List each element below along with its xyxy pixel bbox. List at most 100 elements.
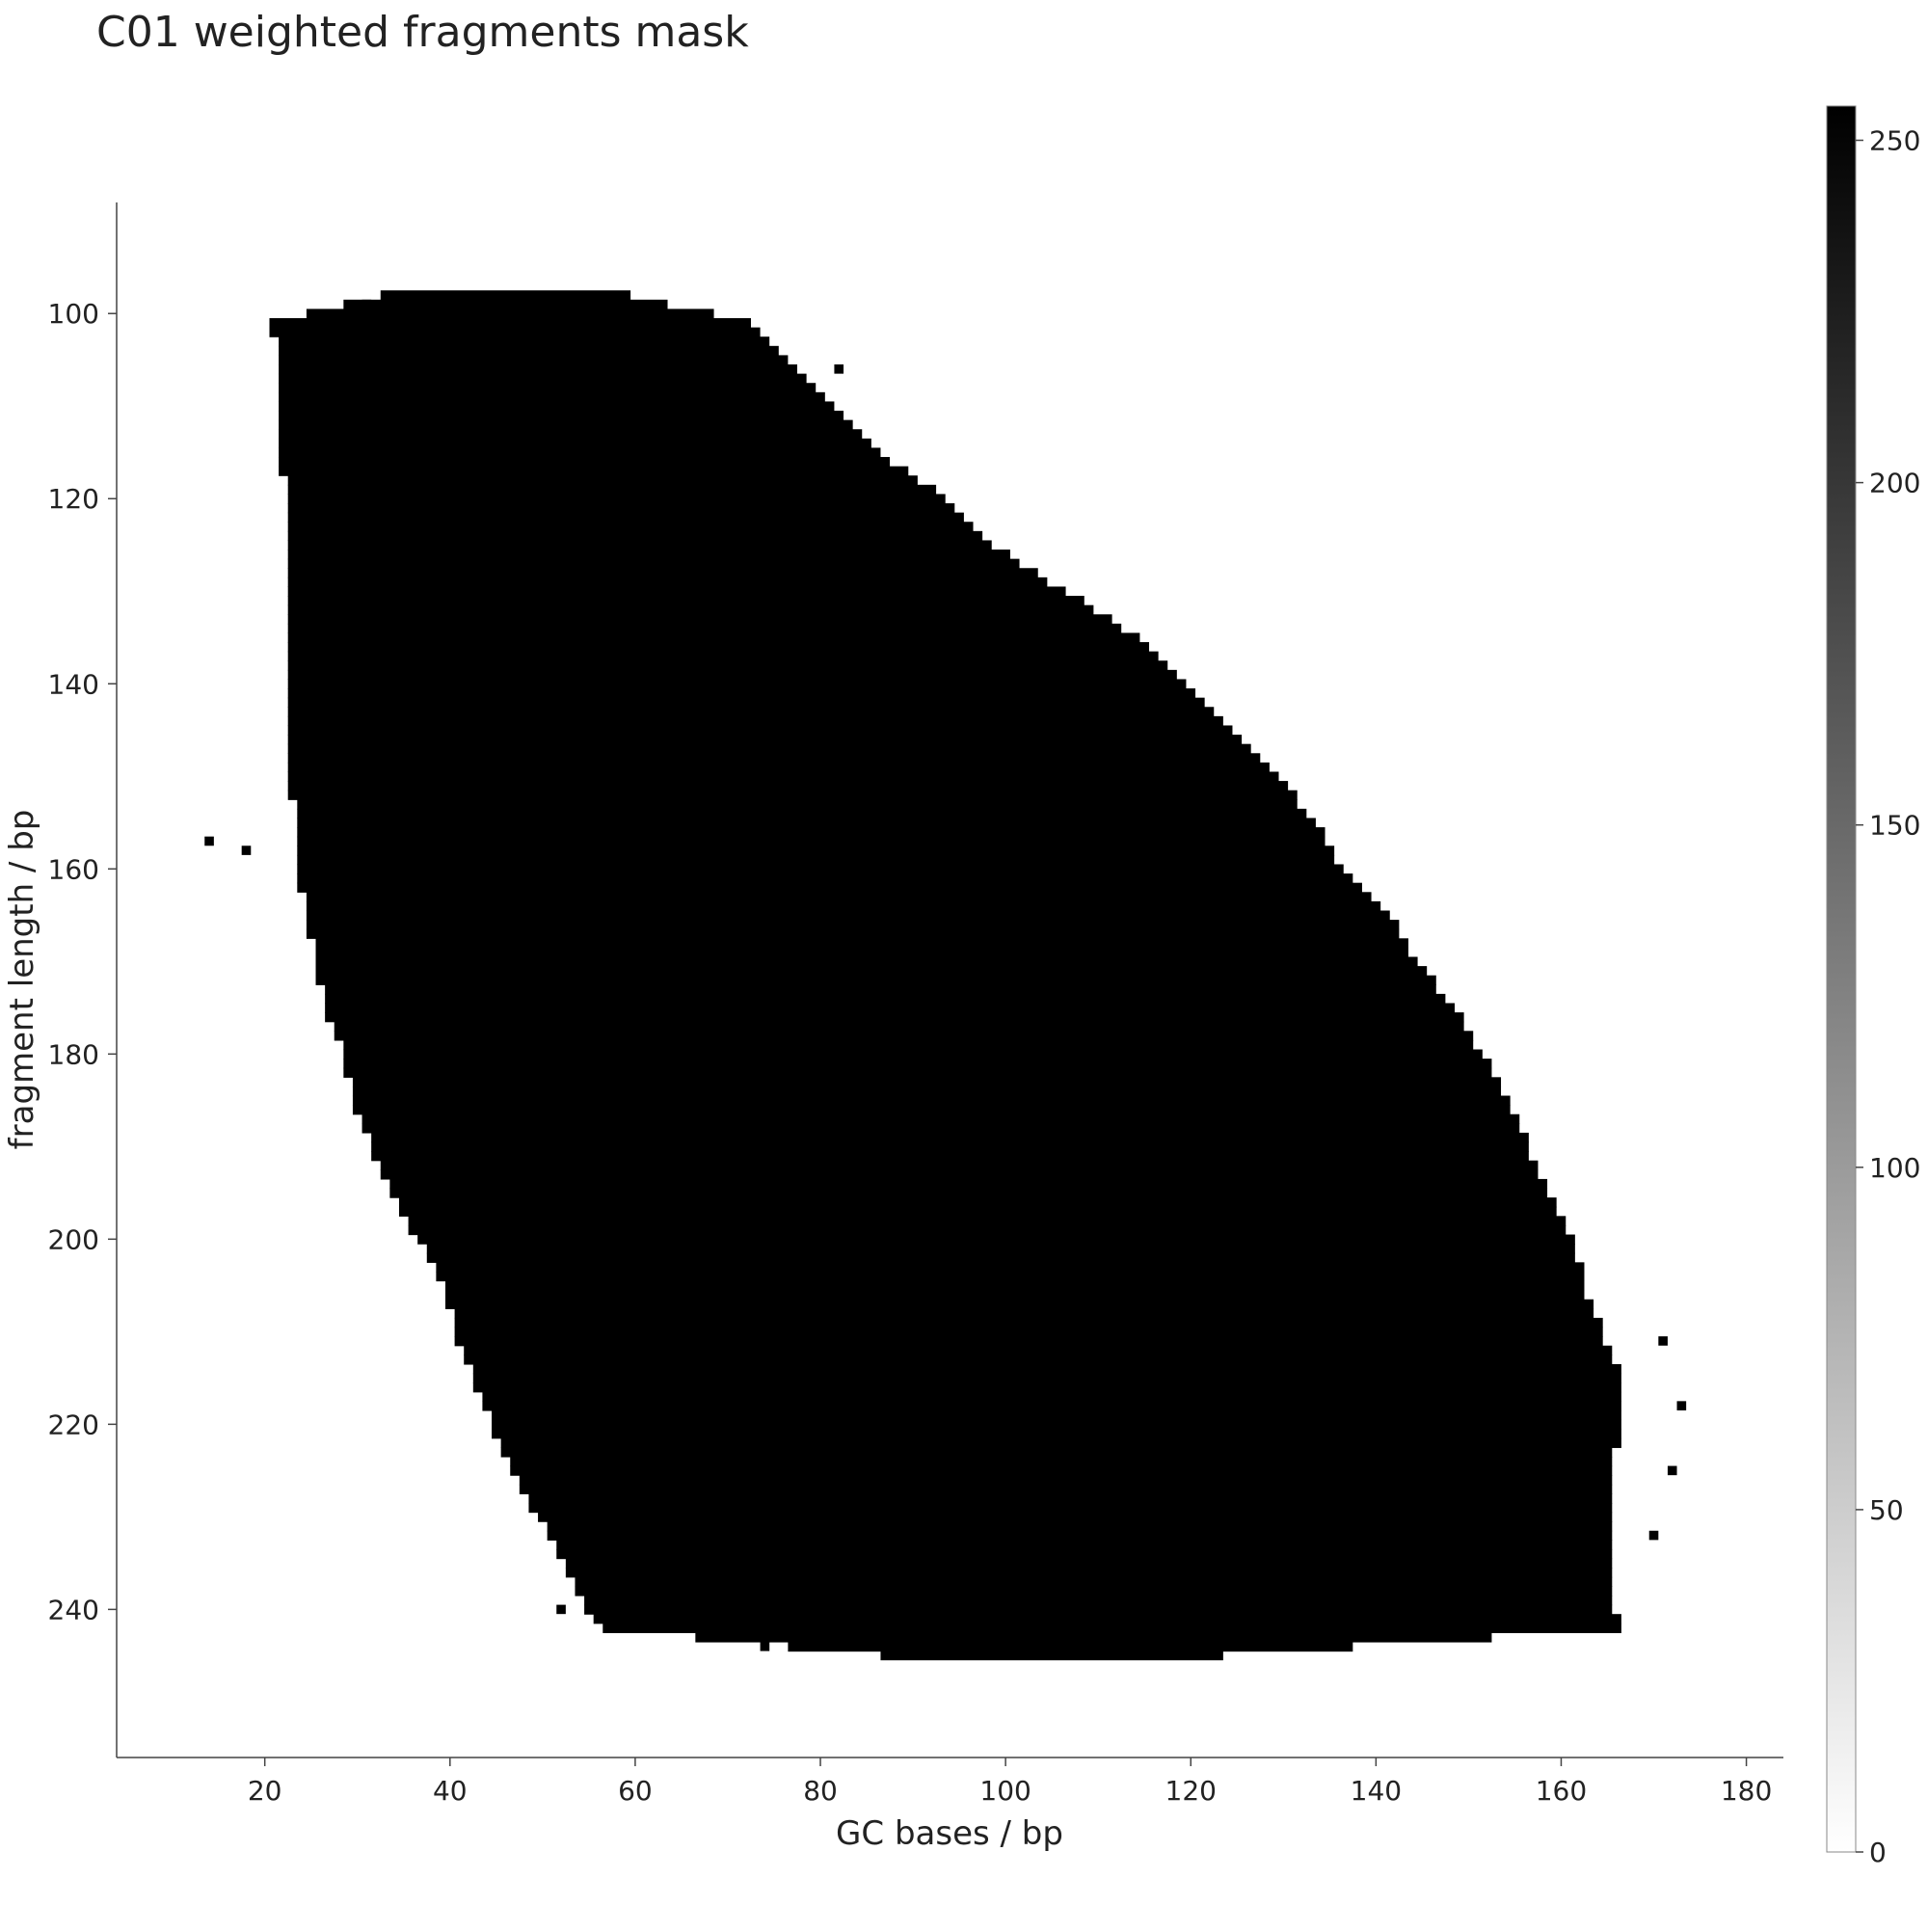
mask-row — [287, 790, 1298, 800]
mask-row — [287, 707, 1215, 717]
x-tick-label: 160 — [1536, 1775, 1587, 1807]
mask-row — [343, 1049, 1483, 1060]
mask-row — [287, 530, 983, 542]
mask-row — [389, 1188, 1548, 1198]
mask-row — [343, 1059, 1492, 1069]
mask-row — [279, 466, 909, 476]
mask-row — [287, 540, 992, 550]
mask-row — [297, 845, 1335, 856]
mask-outlier-cell — [556, 1604, 566, 1615]
mask-row — [454, 1308, 1594, 1319]
mask-row — [287, 494, 946, 504]
x-tick-label: 140 — [1351, 1775, 1402, 1807]
x-tick-label: 40 — [433, 1775, 468, 1807]
mask-row — [306, 892, 1372, 902]
mask-row — [408, 1224, 1566, 1236]
mask-row — [343, 1039, 1474, 1051]
colorbar-tick-label: 150 — [1869, 810, 1920, 842]
mask-row — [287, 614, 1112, 625]
mask-row — [880, 1650, 1223, 1661]
mask-row — [500, 1447, 1613, 1458]
mask-row — [464, 1345, 1613, 1355]
mask-row — [287, 743, 1251, 754]
mask-row — [297, 854, 1335, 866]
mask-row — [788, 1641, 1353, 1652]
mask-row — [334, 1021, 1464, 1032]
mask-row — [287, 715, 1223, 727]
mask-row — [426, 1252, 1575, 1263]
mask-row — [287, 688, 1196, 699]
mask-row — [306, 928, 1400, 939]
mask-row — [287, 669, 1177, 681]
mask-outlier-cell — [760, 1641, 770, 1651]
colorbar-tick-label: 200 — [1869, 468, 1920, 499]
mask-row — [352, 1105, 1511, 1115]
mask-row — [492, 1409, 1621, 1421]
mask-row — [482, 1401, 1621, 1411]
x-tick-label: 120 — [1165, 1775, 1217, 1807]
colorbar: 0 50 100 150 200 250 — [1826, 105, 1920, 1868]
mask-outlier-cell — [362, 299, 372, 309]
mask-row — [279, 391, 825, 403]
mask-row — [695, 1632, 1492, 1643]
mask-row — [287, 550, 1010, 560]
mask-row — [528, 1502, 1613, 1514]
mask-outlier-cell — [1334, 1641, 1344, 1651]
mask-row — [279, 336, 770, 347]
mask-row — [325, 984, 1436, 995]
mask-row — [287, 762, 1270, 773]
mask-row — [279, 364, 798, 375]
mask-row — [417, 1234, 1575, 1245]
colorbar-tick-label: 100 — [1869, 1152, 1920, 1184]
mask-row — [287, 632, 1140, 643]
y-tick-label: 200 — [48, 1223, 99, 1255]
mask-outlier-cell — [204, 836, 214, 846]
mask-row — [565, 1568, 1613, 1578]
mask-row — [343, 299, 668, 310]
mask-row — [556, 1540, 1613, 1550]
mask-row — [297, 827, 1326, 838]
mask-row — [279, 401, 835, 412]
mask-row — [472, 1363, 1621, 1375]
mask-row — [547, 1521, 1613, 1532]
y-tick-label: 100 — [48, 298, 99, 330]
mask-row — [279, 383, 817, 393]
mask-row — [297, 836, 1326, 846]
mask-row — [306, 309, 714, 319]
mask-row — [380, 290, 631, 301]
mask-row — [398, 1206, 1557, 1217]
mask-outlier-cell — [1648, 1530, 1659, 1541]
y-tick-label: 160 — [48, 853, 99, 885]
mask-row — [593, 1614, 1621, 1624]
mask-row — [287, 660, 1168, 671]
mask-row — [287, 735, 1243, 745]
mask-row — [269, 318, 751, 329]
mask-row — [519, 1484, 1613, 1494]
mask-row — [297, 873, 1353, 884]
mask-row — [444, 1299, 1594, 1309]
mask-row — [380, 1160, 1539, 1170]
mask-row — [287, 771, 1279, 782]
mask-row — [315, 966, 1428, 977]
mask-row — [306, 920, 1400, 930]
mask-row — [325, 1003, 1456, 1013]
mask-region — [269, 290, 1621, 1661]
y-tick-label: 140 — [48, 668, 99, 700]
mask-row — [297, 882, 1362, 893]
mask-row — [538, 1512, 1613, 1522]
mask-row — [315, 975, 1436, 985]
mask-row — [575, 1576, 1613, 1587]
mask-row — [287, 679, 1187, 689]
mask-row — [306, 900, 1381, 912]
mask-row — [362, 1123, 1520, 1134]
y-axis-label: fragment length / bp — [3, 810, 41, 1150]
mask-row — [352, 1077, 1502, 1087]
mask-outlier-cell — [834, 364, 844, 374]
mask-row — [519, 1475, 1613, 1486]
mask-row — [287, 642, 1150, 653]
mask-row — [464, 1355, 1613, 1365]
mask-row — [287, 753, 1261, 764]
mask-row — [436, 1262, 1585, 1273]
